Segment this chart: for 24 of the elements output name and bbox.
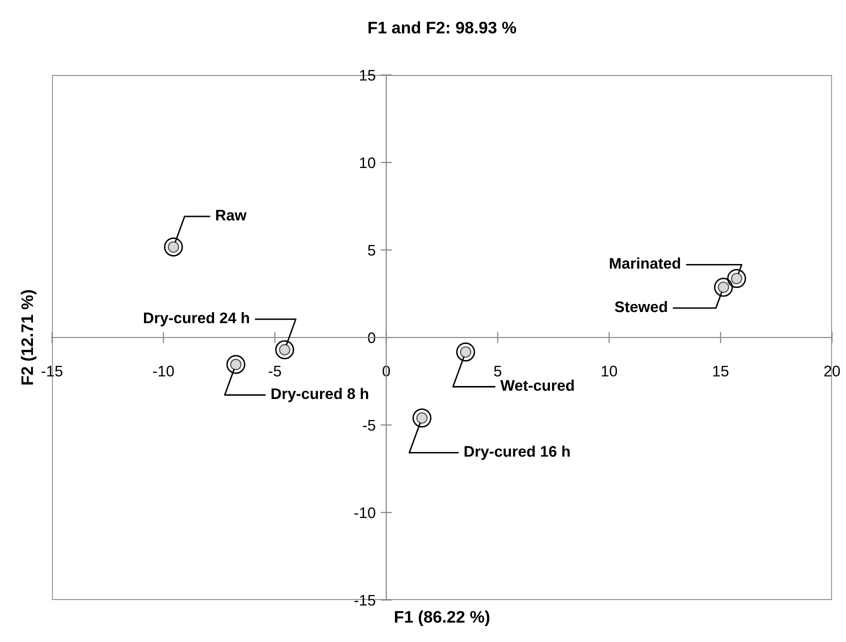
y-tick-label: -15 xyxy=(354,595,376,606)
x-tick-label: -5 xyxy=(268,366,282,376)
x-tick-label: 20 xyxy=(824,366,840,376)
x-tick-label: -10 xyxy=(153,366,174,376)
annotation: Wet-cured xyxy=(500,380,574,391)
x-axis-title: F1 (86.22 %) xyxy=(394,610,490,626)
x-tick-label: 5 xyxy=(494,366,502,376)
x-tick-label: 10 xyxy=(602,366,618,376)
y-tick-label: 10 xyxy=(360,157,376,168)
y-tick-label: -10 xyxy=(354,507,376,518)
annotation: Raw xyxy=(216,210,247,221)
x-tick-label: 15 xyxy=(713,366,728,376)
annotation: Dry-cured 8 h xyxy=(272,388,368,402)
annotation: Dry-cured 24 h xyxy=(144,312,249,326)
annotation: Marinated xyxy=(610,258,680,269)
y-tick-label: 15 xyxy=(360,70,376,81)
y-tick-label: 5 xyxy=(368,245,376,256)
annotation: Stewed xyxy=(614,300,667,312)
x-tick-label: 0 xyxy=(382,366,390,376)
y-axis-title: F2 (12.71 %) xyxy=(20,290,36,385)
chart-title: F1 and F2: 98.93 % xyxy=(368,21,516,34)
annotation: Dry-cured 16 h xyxy=(464,446,570,460)
x-tick-label: -15 xyxy=(42,366,62,376)
y-tick-label: -5 xyxy=(362,420,376,431)
